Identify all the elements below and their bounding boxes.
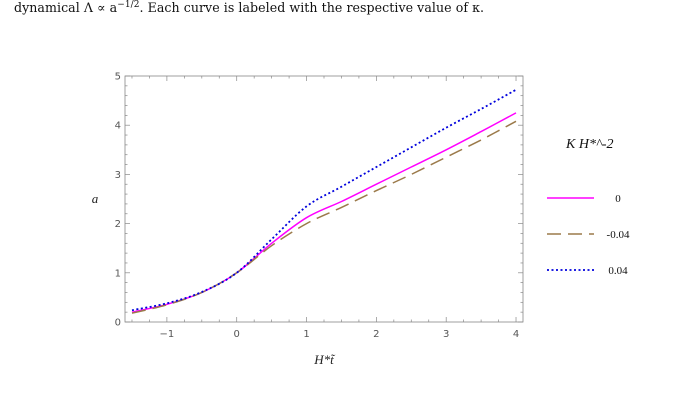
x-tick-label: 4: [513, 329, 519, 340]
caption-text-post: . Each curve is labeled with the respect…: [139, 0, 485, 15]
y-tick-label: 5: [115, 72, 121, 83]
axis-ticks: −1 0 1 2 3 4 0 1 2 3 4 5: [115, 72, 523, 340]
legend-label-2: 0.04: [608, 265, 628, 277]
legend-label-0: 0: [615, 193, 621, 205]
x-axis-label: H*t̃: [313, 352, 336, 367]
x-tick-label: −1: [160, 329, 175, 340]
x-tick-label: 0: [234, 329, 240, 340]
series-line-2: [131, 89, 517, 312]
series-line-1: [131, 120, 517, 314]
x-tick-label: 3: [443, 329, 449, 340]
caption-text-pre: dynamical Λ ∝ a: [14, 0, 118, 15]
y-tick-label: 1: [115, 268, 121, 279]
x-tick-label: 1: [303, 329, 309, 340]
caption-exponent: −1/2: [117, 0, 140, 10]
y-tick-label: 3: [115, 170, 121, 181]
y-tick-label: 4: [115, 121, 121, 132]
chart-series: [131, 89, 517, 314]
legend-label-1: -0.04: [607, 229, 630, 241]
y-axis-label: a: [92, 191, 99, 206]
series-line-0: [131, 112, 517, 313]
plot-border: [124, 75, 524, 323]
y-tick-label: 2: [115, 219, 121, 230]
legend-title: K H*^-2: [565, 137, 614, 152]
figure-caption: dynamical Λ ∝ a−1/2. Each curve is label…: [14, 0, 484, 15]
x-tick-label: 2: [373, 329, 379, 340]
legend: K H*^-2 0 -0.04 0.04: [547, 137, 630, 277]
plot-frame: [124, 75, 524, 323]
y-tick-label: 0: [115, 318, 121, 329]
